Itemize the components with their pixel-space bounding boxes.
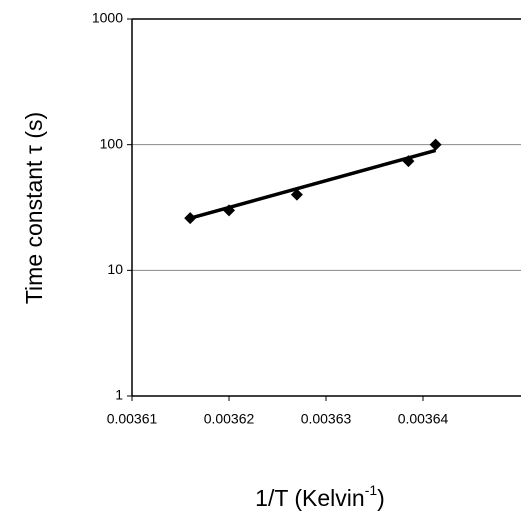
x-tick-label: 0.00363 (301, 411, 352, 427)
data-point (290, 188, 303, 201)
data-point (223, 204, 235, 217)
x-axis-label: 1/T (Kelvin-1) (255, 482, 385, 511)
x-axis-label-text: 1/T (Kelvin (255, 485, 365, 511)
y-axis-label: Time constant τ (s) (21, 112, 47, 304)
y-tick-label: 10 (107, 261, 123, 277)
x-tick-label: 0.00362 (204, 411, 255, 427)
y-tick-label: 1000 (92, 10, 123, 26)
x-tick-label: 0.00361 (107, 411, 158, 427)
data-point (429, 138, 442, 151)
x-axis-label-suffix: ) (377, 485, 385, 511)
data-point (402, 155, 415, 168)
y-tick-label: 100 (100, 135, 124, 151)
y-tick-label: 1 (115, 387, 123, 403)
x-tick-label: 0.00364 (398, 411, 449, 427)
x-axis-label-sup: -1 (365, 482, 378, 498)
data-point (184, 212, 197, 225)
